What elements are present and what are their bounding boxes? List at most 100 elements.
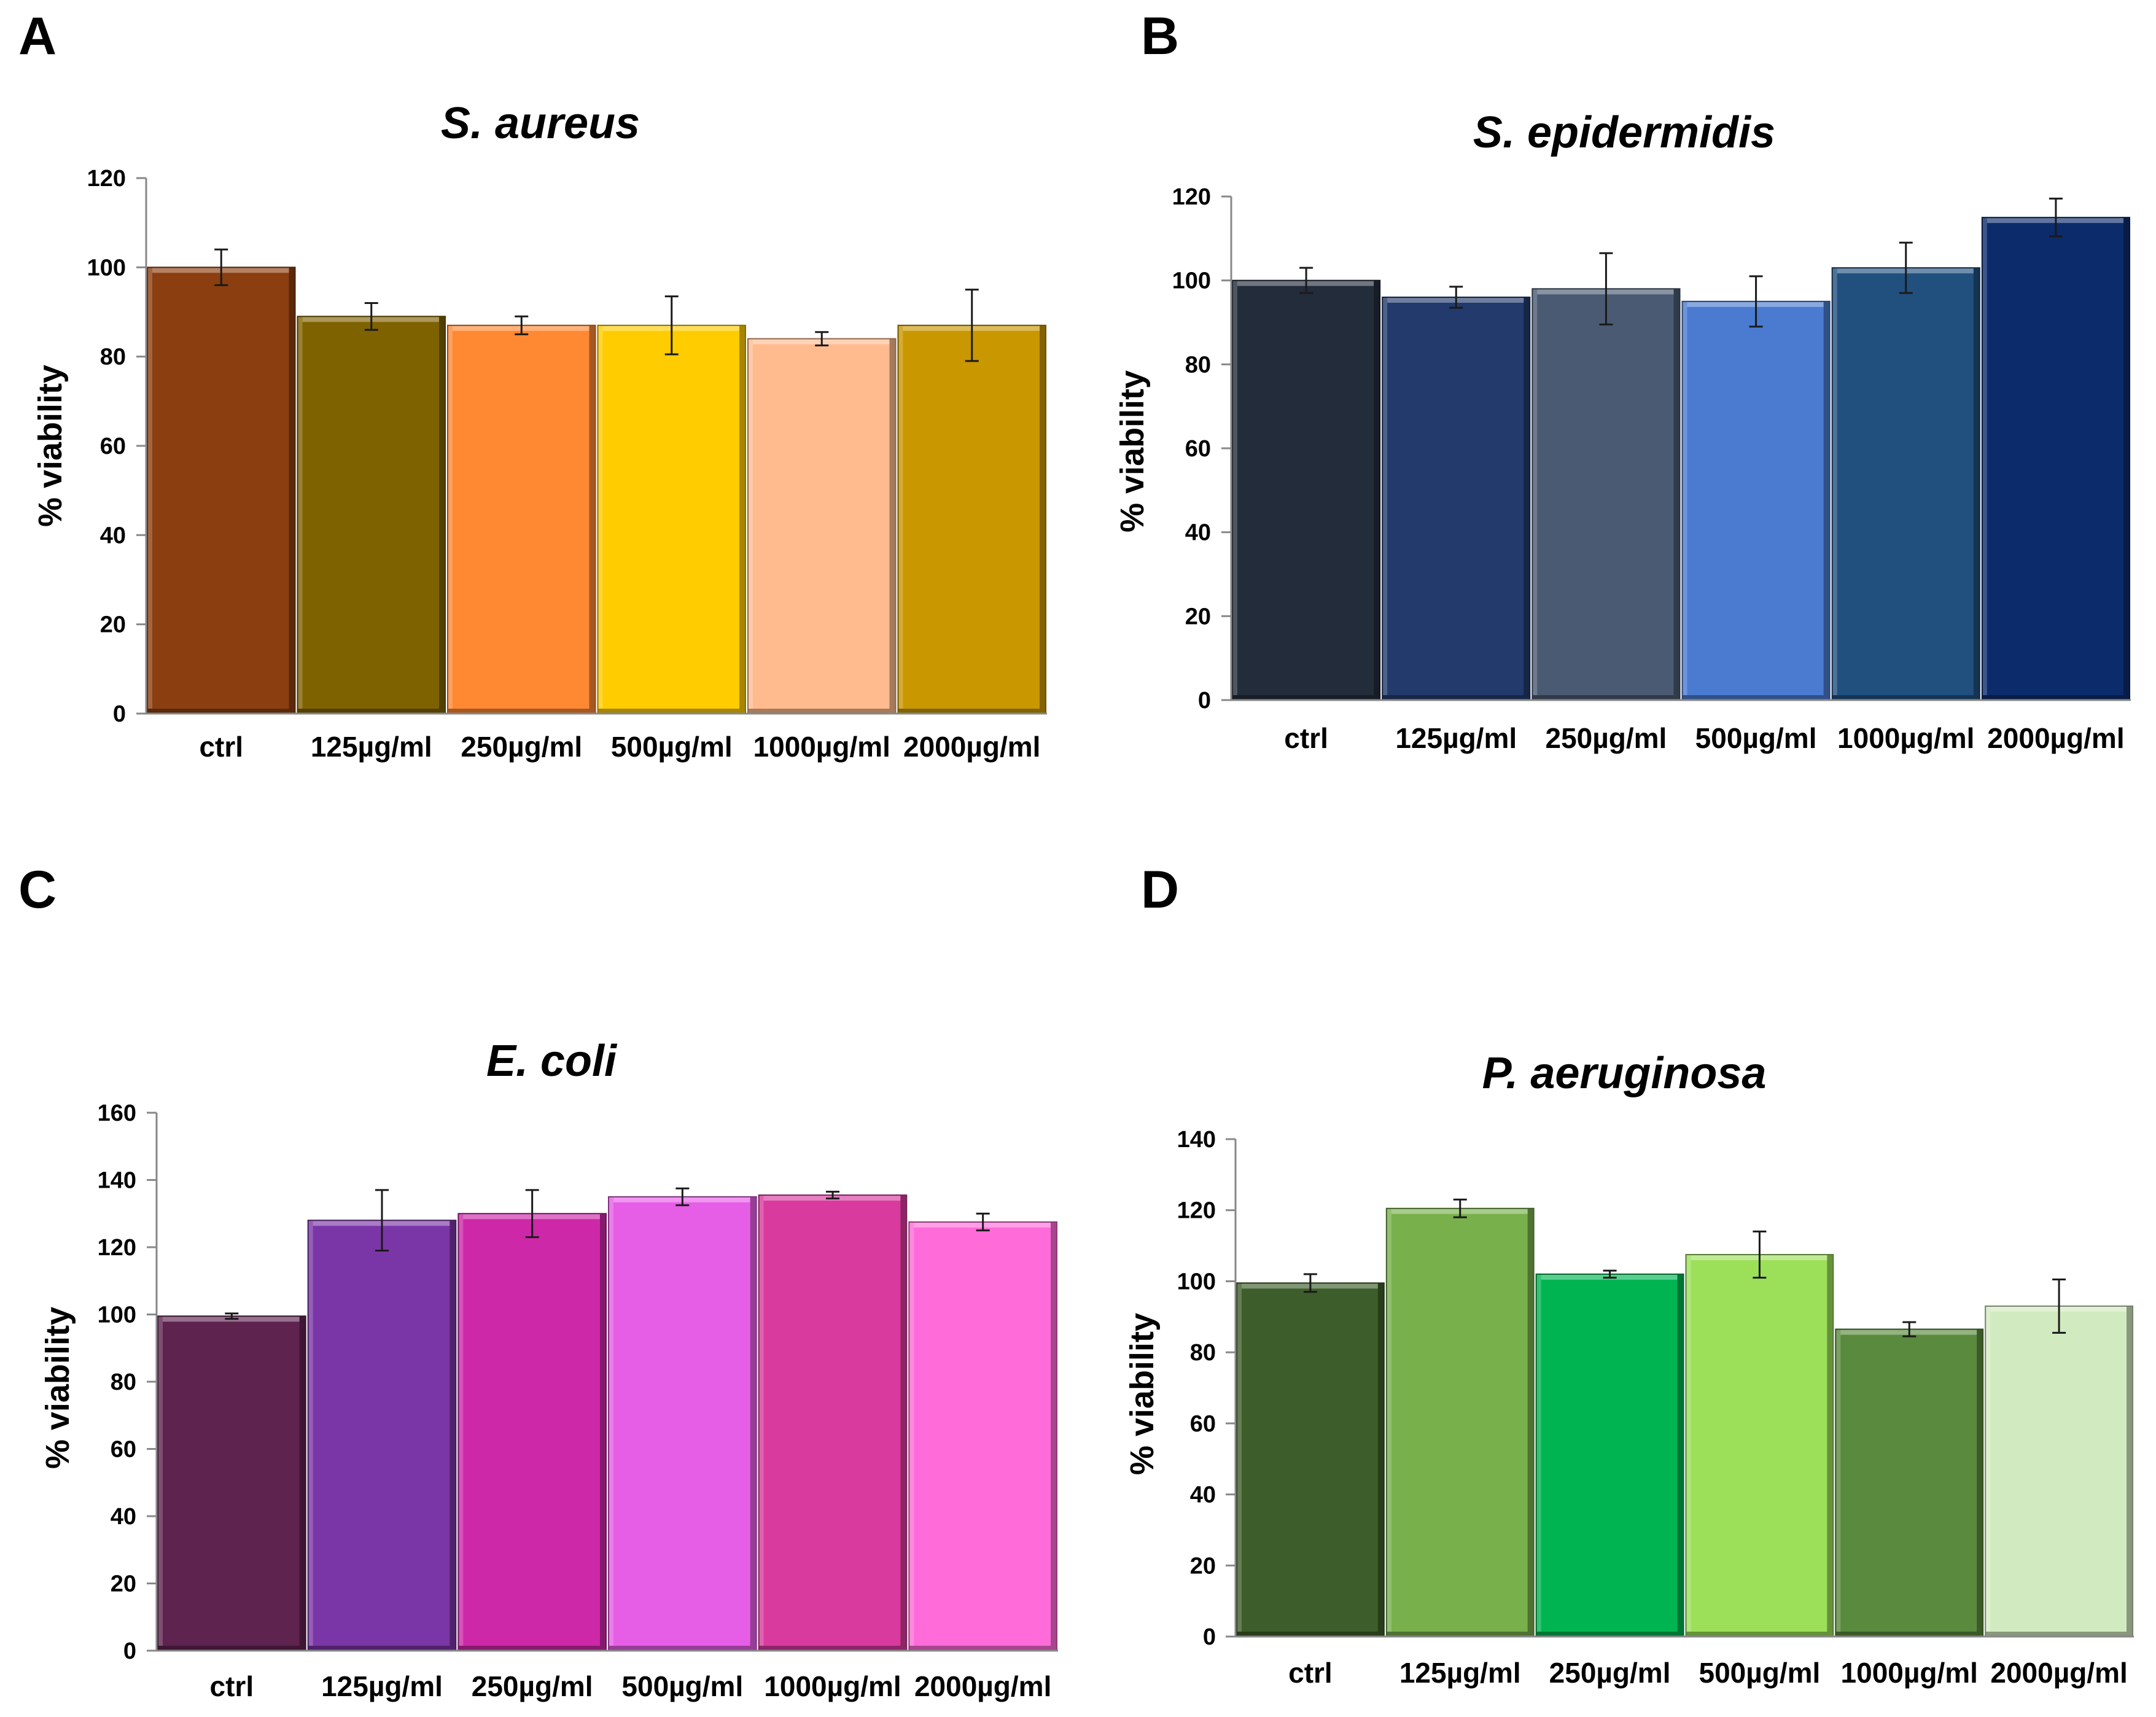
bar — [1237, 1283, 1384, 1637]
bar-left-highlight — [1982, 217, 1987, 701]
chart-panel-a: A S. aureus % viability 0 20 40 60 80 100 120 ctrl… — [18, 7, 1047, 763]
y-tick-label: 0 — [1198, 688, 1211, 714]
bar-right-shadow — [1527, 1208, 1534, 1637]
chart-panel-c: C E. coli % viability 0 20 40 60 80 100 120 140 160… — [18, 860, 1058, 1702]
bar-right-shadow — [1377, 1283, 1384, 1637]
bar-right-shadow — [1040, 325, 1046, 714]
y-tick-label: 100 — [87, 255, 126, 281]
bar — [748, 338, 896, 714]
y-tick-label: 60 — [100, 434, 126, 459]
bar — [1682, 301, 1830, 700]
y-tick-label: 80 — [100, 345, 126, 370]
bar-right-shadow — [900, 1195, 907, 1651]
bar — [1835, 1329, 1983, 1637]
y-tick-label: 80 — [111, 1369, 136, 1395]
bar-left-highlight — [1382, 297, 1388, 700]
x-tick-label: 125µg/ml — [321, 1670, 443, 1702]
bar-right-shadow — [1973, 268, 1980, 701]
bar-left-highlight — [909, 1221, 914, 1651]
bar-right-shadow — [600, 1213, 606, 1651]
bar-right-shadow — [439, 316, 445, 714]
bar-bottom-shadow — [1835, 1632, 1983, 1637]
bar-bottom-shadow — [1985, 1632, 2133, 1637]
bar-left-highlight — [458, 1213, 464, 1651]
x-tick-label: 1000µg/ml — [753, 731, 890, 763]
bar — [758, 1195, 907, 1651]
y-tick-label: 60 — [1185, 436, 1211, 462]
x-tick-label: 1000µg/ml — [1841, 1657, 1978, 1689]
y-tick-label: 80 — [1185, 352, 1211, 378]
y-tick-label: 20 — [1185, 604, 1211, 629]
bar — [898, 325, 1046, 714]
y-tick-label: 60 — [1190, 1411, 1216, 1437]
bar — [458, 1213, 606, 1651]
bar-left-highlight — [597, 325, 603, 714]
bar-left-highlight — [147, 267, 152, 714]
panel-letter: A — [18, 7, 56, 66]
y-axis-label: % viability — [1124, 1313, 1161, 1475]
bar-right-shadow — [1673, 289, 1680, 700]
bar-left-highlight — [898, 325, 903, 714]
bar-right-shadow — [1524, 297, 1530, 700]
bar — [147, 267, 295, 714]
bar-right-shadow — [589, 325, 596, 714]
bar-bottom-shadow — [1232, 695, 1380, 700]
bar — [1985, 1306, 2133, 1637]
y-tick-label: 0 — [123, 1638, 136, 1664]
x-tick-label: 1000µg/ml — [1837, 722, 1974, 754]
y-tick-label: 120 — [87, 166, 126, 192]
bar-left-highlight — [448, 325, 453, 714]
x-tick-label: ctrl — [1288, 1657, 1333, 1689]
x-tick-label: 2000µg/ml — [914, 1670, 1051, 1702]
bar — [297, 316, 445, 714]
bar-bottom-shadow — [1382, 695, 1530, 700]
chart-title: S. epidermidis — [1473, 108, 1775, 157]
panel-letter: D — [1141, 860, 1179, 919]
y-tick-label: 20 — [100, 612, 126, 638]
bar-left-highlight — [1682, 301, 1687, 700]
bar-left-highlight — [1532, 289, 1538, 700]
y-tick-label: 140 — [1177, 1127, 1216, 1153]
y-tick-label: 0 — [1203, 1624, 1216, 1650]
bar-right-shadow — [1827, 1255, 1834, 1637]
bar — [1982, 217, 2130, 701]
bar-left-highlight — [1985, 1306, 1991, 1637]
bar-bottom-shadow — [158, 1646, 306, 1651]
bar — [909, 1221, 1057, 1651]
bar — [1686, 1255, 1834, 1637]
bar-left-highlight — [1832, 268, 1837, 701]
bar — [158, 1316, 306, 1651]
y-tick-label: 140 — [98, 1168, 136, 1194]
bar-bottom-shadow — [458, 1646, 606, 1651]
bar-right-shadow — [2123, 217, 2130, 701]
bar-bottom-shadow — [758, 1646, 907, 1651]
chart-panel-d: D P. aeruginosa % viability 0 20 40 60 80 100 120… — [1124, 860, 2134, 1689]
x-tick-label: 125µg/ml — [311, 731, 432, 763]
x-tick-label: 500µg/ml — [1695, 722, 1817, 754]
bar-right-shadow — [449, 1220, 456, 1651]
bar — [1532, 289, 1680, 700]
bar-right-shadow — [1677, 1274, 1684, 1637]
bar — [448, 325, 596, 714]
chart-title: P. aeruginosa — [1482, 1049, 1767, 1098]
x-tick-label: 250µg/ml — [1546, 722, 1667, 754]
y-tick-label: 120 — [1172, 184, 1211, 210]
bar — [1382, 297, 1530, 700]
y-tick-label: 20 — [111, 1571, 136, 1597]
bar — [1832, 268, 1980, 701]
bar-right-shadow — [1823, 301, 1830, 700]
bar-right-shadow — [1374, 280, 1380, 701]
bar-right-shadow — [2127, 1306, 2133, 1637]
y-tick-label: 40 — [100, 523, 126, 548]
x-tick-label: ctrl — [199, 731, 243, 763]
bar-left-highlight — [1386, 1208, 1391, 1637]
y-axis-label: % viability — [32, 365, 69, 527]
y-tick-label: 100 — [98, 1302, 136, 1328]
y-axis-label: % viability — [1114, 370, 1151, 532]
bar-bottom-shadow — [909, 1646, 1057, 1651]
bar-bottom-shadow — [1682, 695, 1830, 700]
bar-bottom-shadow — [1536, 1632, 1684, 1637]
bar-bottom-shadow — [448, 709, 596, 714]
bar-left-highlight — [758, 1195, 764, 1651]
